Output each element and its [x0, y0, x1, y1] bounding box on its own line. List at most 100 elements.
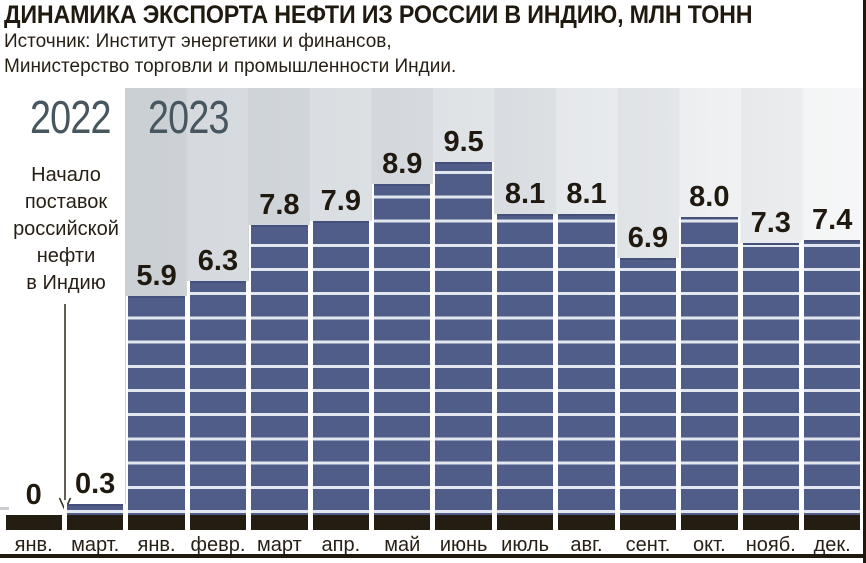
bar	[619, 258, 677, 515]
bar-stack	[617, 258, 679, 530]
bar	[742, 243, 799, 515]
bar-base-block	[435, 515, 492, 530]
bar-stack	[494, 214, 556, 530]
source-line-1: Источник: Институт энергетики и финансов…	[4, 31, 392, 52]
annotation-line: нефти	[36, 245, 96, 267]
month-label: янв.	[137, 534, 176, 556]
x-axis-line	[0, 554, 866, 558]
bar-stack	[432, 162, 495, 530]
month-label: июнь	[439, 534, 488, 556]
bar-base-block	[66, 515, 124, 530]
bar-value-label: 6.9	[627, 222, 669, 254]
bar-base-block	[681, 515, 738, 530]
bar-value-label: 8.1	[566, 178, 607, 210]
bar-base-block	[374, 515, 431, 530]
month-label: июль	[501, 534, 549, 556]
bar-cell-2023: 5.9 янв.	[125, 88, 188, 556]
bar-stack	[371, 184, 433, 530]
bar-value-label: 9.5	[443, 126, 484, 158]
bar-stack	[678, 217, 741, 530]
month-label: авг.	[570, 534, 603, 556]
bar	[496, 214, 554, 515]
bar-base-block	[189, 515, 247, 530]
bar-value-label: 7.4	[812, 204, 853, 236]
bar-base-block	[128, 515, 185, 530]
bar-stack	[740, 243, 802, 530]
bar	[251, 225, 308, 515]
bar-stack	[248, 225, 311, 530]
bar	[558, 214, 615, 515]
year-label-2023: 2023	[148, 91, 229, 143]
month-label: май	[384, 534, 421, 556]
bar	[312, 221, 370, 515]
bar-cell-2023: 9.5 июнь	[432, 88, 495, 556]
month-label: нояб.	[745, 534, 796, 556]
bar-cell-2023: 8.9 май	[371, 88, 433, 556]
bar-value-label: 8.9	[382, 148, 423, 180]
year-label-2022: 2022	[30, 91, 111, 143]
bar-stack	[187, 281, 249, 530]
bar-value-label: 5.9	[136, 260, 177, 292]
bar-cell-2022: 0 янв.	[3, 88, 65, 556]
month-label: апр.	[321, 534, 361, 556]
bar-cell-2023: 8.1 авг.	[555, 88, 618, 556]
bar-value-label: 7.9	[320, 185, 361, 217]
month-label: янв.	[14, 534, 53, 556]
month-label: сент.	[625, 534, 671, 556]
bar-cell-2023: 7.9 апр.	[310, 88, 372, 556]
bar-base-block	[619, 515, 677, 530]
bar-base-block	[803, 515, 861, 530]
bar	[189, 281, 247, 515]
annotation-line: Начало	[31, 164, 101, 186]
bar-cell-2023: 8.1 июль	[494, 88, 556, 556]
bar	[66, 504, 124, 515]
bar-stack	[3, 515, 65, 530]
month-label: март.	[71, 534, 120, 556]
bar-stack	[555, 214, 618, 530]
month-label: март	[257, 534, 302, 556]
source-text: Источник: Институт энергетики и финансов…	[4, 29, 456, 79]
bar-stack	[310, 221, 372, 530]
bar-value-label: 7.3	[750, 207, 791, 239]
bar-cell-2023: 7.4 дек.	[801, 88, 863, 556]
bar-value-label: 8.1	[504, 178, 546, 210]
bar-stack	[64, 504, 126, 530]
bar-value-label: 0	[25, 479, 42, 511]
bar	[128, 296, 185, 515]
bar	[435, 162, 492, 515]
bar-base-block	[496, 515, 554, 530]
bar-base-block	[558, 515, 615, 530]
bar-cell-2023: 8.0 окт.	[678, 88, 741, 556]
bar-value-label: 8.0	[689, 181, 730, 213]
chart-title: ДИНАМИКА ЭКСПОРТА НЕФТИ ИЗ РОССИИ В ИНДИ…	[4, 1, 753, 29]
bar-cell-2023: 6.9 сент.	[617, 88, 679, 556]
month-label: февр.	[190, 534, 246, 556]
bars-row: 0 янв. 0.3 март. 5.9 янв. 6.3 февр. 7.8 март 7.9 ап…	[3, 88, 863, 556]
bar-stack	[801, 240, 863, 530]
bar-base-block	[312, 515, 370, 530]
bar-cell-2023: 7.8 март	[248, 88, 311, 556]
bar-stack	[125, 296, 188, 530]
bar-base-block	[5, 515, 62, 530]
right-frame-edge	[863, 0, 866, 563]
annotation-line: российской	[13, 218, 119, 240]
month-label: дек.	[813, 534, 851, 556]
bar-base-block	[742, 515, 799, 530]
bar-cell-2023: 7.3 нояб.	[740, 88, 802, 556]
bar-base-block	[251, 515, 308, 530]
bar-value-label: 7.8	[259, 189, 300, 221]
bar	[681, 217, 738, 515]
bar-cell-2023: 6.3 февр.	[187, 88, 249, 556]
bar-cell-2022: 0.3 март.	[64, 88, 126, 556]
annotation-line: поставок	[24, 191, 108, 213]
zero-baseline-tick	[0, 507, 9, 510]
bar-value-label: 6.3	[197, 245, 239, 277]
month-label: окт.	[693, 534, 726, 556]
bar	[374, 184, 431, 515]
annotation-line: в Индию	[26, 272, 106, 294]
annotation-text: Начало поставок российской нефти в Индию	[2, 162, 130, 297]
bar-value-label: 0.3	[74, 468, 116, 500]
source-line-2: Министерство торговли и промышленности И…	[4, 56, 457, 77]
bar	[803, 240, 861, 515]
